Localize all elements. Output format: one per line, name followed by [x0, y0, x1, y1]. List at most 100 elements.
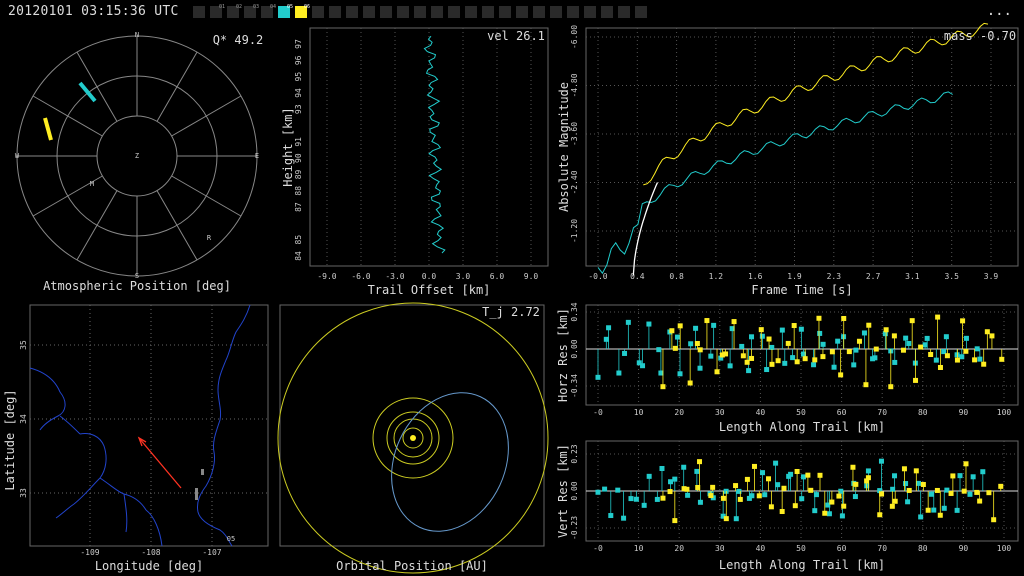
- horz-station-a-point: [603, 336, 609, 342]
- vert-station-b-point: [756, 493, 762, 499]
- station-slot[interactable]: [295, 6, 307, 18]
- vert-station-a-point: [681, 464, 687, 470]
- horz-station-a-point: [903, 335, 909, 341]
- vertical-residuals-plot[interactable]: -0 10 20 30 40 50 60 70 80 90 100 0.23 0.00 -0.23 Len…: [556, 440, 1019, 572]
- orbit-mars: [372, 397, 454, 479]
- station-slot[interactable]: [465, 6, 477, 18]
- horz-station-a-point: [677, 371, 683, 377]
- ground-map-plot[interactable]: 05 Longitude [deg] Latitude [deg] -109 -1…: [3, 304, 269, 573]
- station-slot[interactable]: [210, 6, 222, 18]
- vert-station-b-point: [781, 485, 787, 491]
- horz-station-a-point: [924, 335, 930, 341]
- station-slot[interactable]: [448, 6, 460, 18]
- station-slot[interactable]: [346, 6, 358, 18]
- horz-station-b-point: [816, 315, 822, 321]
- station-slot-label: 04: [270, 4, 277, 10]
- absolute-magnitude-plot[interactable]: -0.0 0.4 0.8 1.2 1.6 1.9 2.3 2.7 3.1 3.5 3.9 -1.20 -…: [557, 22, 1019, 297]
- mag-xtick: 1.9: [787, 272, 802, 281]
- station-slot[interactable]: [329, 6, 341, 18]
- trail-xtick: 6.0: [490, 272, 505, 281]
- vert-xtick: -0: [593, 544, 603, 553]
- horz-station-b-point: [704, 318, 710, 324]
- dir-south: S: [135, 272, 139, 280]
- marker-r: R: [207, 234, 212, 242]
- station-slot[interactable]: [499, 6, 511, 18]
- vert-station-a-point: [892, 473, 898, 479]
- vert-xtick: 40: [756, 544, 766, 553]
- horz-station-a-point: [817, 330, 823, 336]
- horz-station-b-point: [794, 359, 800, 365]
- vert-station-a-point: [905, 499, 911, 505]
- station-slot-label: 05: [287, 4, 294, 10]
- trail-xlabel: Trail Offset [km]: [368, 283, 491, 297]
- horizontal-residuals-plot[interactable]: -0 10 20 30 40 50 60 70 80 90 100 0.34 0.00 -0.34 Len…: [556, 302, 1019, 434]
- station-slot[interactable]: [380, 6, 392, 18]
- vert-xtick: 70: [877, 544, 887, 553]
- vert-station-b-point: [672, 518, 678, 524]
- station-slot[interactable]: [601, 6, 613, 18]
- atmos-q-stat: Q* 49.2: [213, 33, 264, 47]
- station-slot[interactable]: [516, 6, 528, 18]
- station-slot[interactable]: [533, 6, 545, 18]
- station-slot[interactable]: [227, 6, 239, 18]
- horz-station-b-point: [766, 336, 772, 342]
- horz-station-a-point: [853, 347, 859, 353]
- vert-station-a-point: [694, 468, 700, 474]
- vert-station-b-point: [950, 473, 956, 479]
- trail-xtick: 3.0: [456, 272, 471, 281]
- vert-station-b-point: [977, 498, 983, 504]
- marker-m: M: [90, 180, 94, 188]
- horz-station-b-point: [660, 384, 666, 390]
- station-slot[interactable]: [550, 6, 562, 18]
- horz-station-b-point: [731, 319, 737, 325]
- atmospheric-position-plot[interactable]: Atmospheric Position [deg] Q* 49.2 N S E…: [15, 31, 263, 293]
- station-slot[interactable]: [278, 6, 290, 18]
- station-slot[interactable]: [567, 6, 579, 18]
- horz-station-a-point: [727, 363, 733, 369]
- station-slot[interactable]: [482, 6, 494, 18]
- horz-station-a-point: [872, 355, 878, 361]
- vert-station-b-point: [998, 483, 1004, 489]
- horz-station-b-point: [856, 338, 862, 344]
- horz-station-b-point: [719, 352, 725, 358]
- vert-station-b-point: [822, 510, 828, 516]
- horz-station-b-point: [873, 346, 879, 352]
- vert-station-a-point: [970, 474, 976, 480]
- vert-station-b-point: [850, 464, 856, 470]
- station-slot[interactable]: [261, 6, 273, 18]
- vert-station-b-point: [695, 484, 701, 490]
- horz-station-b-point: [960, 318, 966, 324]
- horz-station-a-point: [892, 359, 898, 365]
- horz-station-a-point: [779, 327, 785, 333]
- station-slot[interactable]: [193, 6, 205, 18]
- station-slot[interactable]: [363, 6, 375, 18]
- station-slot[interactable]: [414, 6, 426, 18]
- horz-station-a-point: [749, 334, 755, 340]
- vert-station-a-point: [865, 468, 871, 474]
- station-slot[interactable]: [584, 6, 596, 18]
- horz-station-b-point: [981, 361, 987, 367]
- horz-station-b-point: [984, 329, 990, 335]
- station-slot[interactable]: [312, 6, 324, 18]
- dir-east: E: [255, 152, 259, 160]
- station-slot[interactable]: [618, 6, 630, 18]
- trail-ytick: 89: [294, 169, 303, 179]
- station-slot[interactable]: [244, 6, 256, 18]
- trail-offset-plot[interactable]: -9.0 -6.0 -3.0 0.0 3.0 6.0 9.0 84 85 87 88 89 90 91 93…: [281, 27, 549, 297]
- vert-station-b-point: [841, 503, 847, 509]
- trail-ytick: 95: [294, 72, 303, 82]
- horz-station-a-point: [831, 364, 837, 370]
- station-slot[interactable]: [431, 6, 443, 18]
- station-slot[interactable]: [635, 6, 647, 18]
- orbital-position-plot[interactable]: T_j 2.72 Orbital Position [AU]: [277, 302, 549, 574]
- vert-station-b-point: [751, 463, 757, 469]
- atmos-xlabel: Atmospheric Position [deg]: [43, 279, 231, 293]
- vert-station-b-point: [913, 468, 919, 474]
- trail-ytick: 88: [294, 186, 303, 196]
- horz-station-a-point: [708, 353, 714, 359]
- trail-ytick: 93: [294, 104, 303, 114]
- vert-station-b-point: [853, 481, 859, 487]
- station-slot[interactable]: [397, 6, 409, 18]
- horz-station-a-point: [764, 367, 770, 373]
- more-menu-button[interactable]: ...: [986, 3, 1012, 19]
